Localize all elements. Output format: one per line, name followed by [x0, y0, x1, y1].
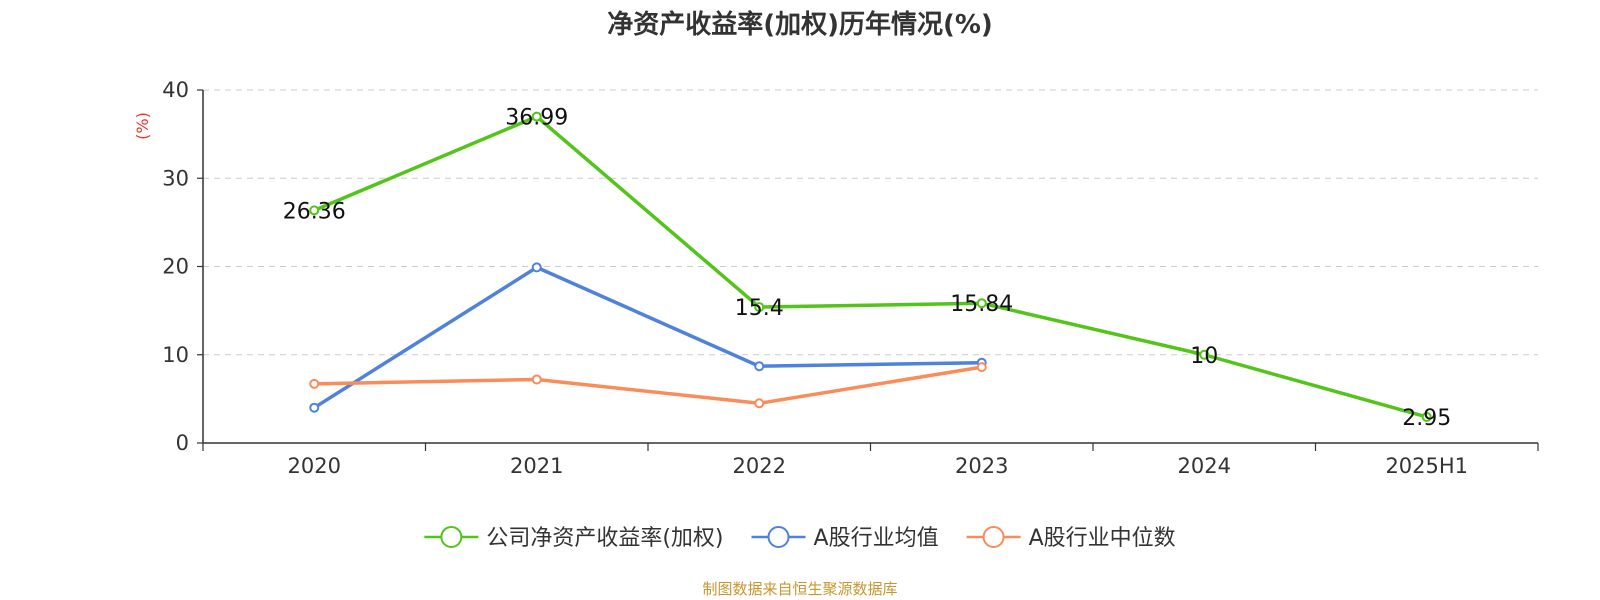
y-tick-label: 0 [176, 431, 189, 455]
series-0 [309, 111, 1432, 422]
grid-lines [203, 89, 1538, 356]
data-label: 26.36 [283, 199, 346, 224]
legend-item: A股行业均值 [751, 526, 939, 551]
x-tick-label: 2022 [733, 454, 786, 478]
data-point [976, 362, 987, 373]
legend-item: 公司净资产收益率(加权) [424, 526, 724, 551]
x-tick-label: 2024 [1178, 454, 1231, 478]
data-label: 2.95 [1402, 406, 1451, 431]
series-line [314, 365, 983, 406]
data-label: 15.84 [950, 292, 1013, 317]
legend: 公司净资产收益率(加权) A股行业均值 A股行业中位数 [424, 526, 1176, 551]
data-label: 15.4 [735, 296, 784, 321]
data-point [1421, 411, 1432, 422]
y-tick-label: 10 [162, 343, 189, 367]
x-tick-label: 2020 [288, 454, 341, 478]
data-point [531, 374, 542, 385]
y-axis-label: (%) [133, 112, 152, 140]
data-point [976, 298, 987, 309]
source-note: 制图数据来自恒生聚源数据库 [702, 580, 898, 598]
data-point [531, 262, 542, 273]
series-line [313, 265, 982, 410]
x-tick-label: 2021 [510, 454, 563, 478]
data-point [754, 398, 765, 409]
data-label: 36.99 [505, 106, 568, 131]
x-tick-label: 2025H1 [1385, 454, 1468, 478]
data-point [754, 361, 765, 372]
data-point [754, 302, 765, 313]
chart-title: 净资产收益率(加权)历年情况(%) [607, 10, 993, 40]
x-tick-label: 2023 [955, 454, 1008, 478]
series-layer [309, 111, 1432, 422]
y-tick-label: 30 [162, 166, 189, 190]
series-line [313, 114, 1428, 419]
legend-label: A股行业中位数 [1029, 526, 1176, 551]
data-point [531, 111, 542, 122]
series-1 [309, 262, 987, 413]
data-label: 10 [1190, 344, 1218, 369]
data-labels: 26.36 36.99 15.4 15.84 10 2.95 [283, 106, 1451, 431]
legend-swatch-marker [767, 526, 790, 548]
legend-label: A股行业均值 [814, 526, 939, 551]
legend-swatch-marker [440, 526, 463, 548]
data-point [309, 378, 320, 389]
axes: 0 10 20 30 40 (%) 2020 2021 2022 2023 2024 2025H1 [133, 78, 1539, 478]
y-tick-label: 40 [162, 78, 189, 102]
data-point [309, 402, 320, 413]
y-tick-label: 20 [162, 255, 189, 279]
data-point [1199, 349, 1210, 360]
data-point [309, 205, 320, 216]
legend-swatch-marker [982, 526, 1005, 548]
legend-item: A股行业中位数 [966, 526, 1176, 551]
series-2 [309, 362, 987, 409]
legend-label: 公司净资产收益率(加权) [486, 526, 723, 551]
